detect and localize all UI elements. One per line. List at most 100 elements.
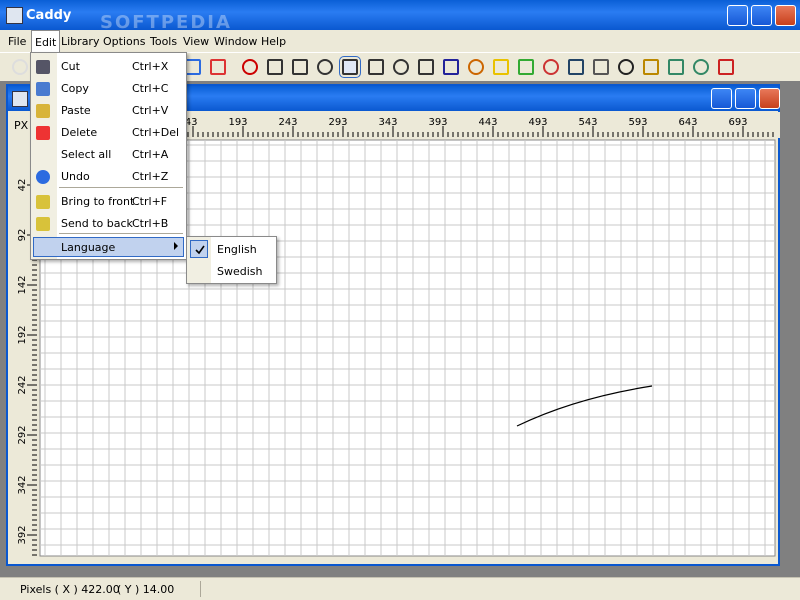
edit-menu: Cut Ctrl+X Copy Ctrl+C Paste Ctrl+V Delete Ctrl…	[30, 52, 187, 260]
menu-icon	[36, 104, 50, 118]
tool-button[interactable]	[443, 59, 459, 75]
submenu-arrow	[174, 242, 178, 250]
menu-icon	[36, 126, 50, 140]
tool-button[interactable]	[339, 56, 361, 78]
menu-icon	[36, 60, 50, 74]
status-bar: Pixels ( X ) 422.00 ( Y ) 14.00	[0, 577, 800, 600]
ruler-label: 192	[17, 325, 28, 344]
menu-shortcut: Ctrl+X	[132, 60, 169, 73]
menu-item[interactable]: Language	[61, 241, 116, 254]
menu-shortcut: Ctrl+A	[132, 148, 169, 161]
ruler-label: 42	[17, 179, 28, 192]
ruler-label: 343	[378, 117, 397, 128]
menu-0[interactable]: File	[8, 35, 27, 48]
title-bar: Caddy SOFTPEDIA	[0, 0, 800, 33]
menu-highlight	[33, 237, 184, 257]
menu-shortcut: Ctrl+B	[132, 217, 169, 230]
menu-item[interactable]: Bring to front	[61, 195, 135, 208]
ruler-label: 493	[528, 117, 547, 128]
ruler-label: 193	[228, 117, 247, 128]
menu-item[interactable]: Send to back	[61, 217, 133, 230]
ruler-label: 292	[17, 425, 28, 444]
tool-button[interactable]	[292, 59, 308, 75]
ruler-label: 242	[17, 375, 28, 394]
menu-2[interactable]: Library	[61, 35, 100, 48]
menu-item[interactable]: Delete	[61, 126, 98, 139]
ruler-label: 143	[178, 117, 197, 128]
tool-button[interactable]	[643, 59, 659, 75]
menu-item[interactable]: Paste	[61, 104, 91, 117]
ruler-label: 92	[17, 229, 28, 242]
watermark: SOFTPEDIA	[100, 12, 232, 33]
menu-shortcut: Ctrl+F	[132, 195, 168, 208]
menu-4[interactable]: Tools	[150, 35, 178, 48]
menu-icon	[36, 217, 50, 231]
tool-button[interactable]	[593, 59, 609, 75]
language-item[interactable]: English	[217, 243, 257, 256]
tool-button[interactable]	[242, 59, 258, 75]
language-item[interactable]: Swedish	[217, 265, 263, 278]
separator	[59, 233, 183, 234]
status-divider	[200, 581, 201, 597]
menu-1[interactable]: Edit	[31, 30, 61, 52]
ruler-label: 392	[17, 525, 28, 544]
ruler-label: 342	[17, 475, 28, 494]
menu-item[interactable]: Cut	[61, 60, 80, 73]
tool-button[interactable]	[543, 59, 559, 75]
tool-button[interactable]	[393, 59, 409, 75]
tool-button[interactable]	[317, 59, 333, 75]
menu-bar: File Edit Library Options Tools View Window Hel…	[0, 30, 800, 52]
tool-button[interactable]	[493, 59, 509, 75]
menu-shortcut: Ctrl+Z	[132, 170, 169, 183]
tool-button[interactable]	[468, 59, 484, 75]
menu-icon	[36, 82, 50, 96]
language-submenu: English Swedish	[186, 236, 277, 284]
menu-6[interactable]: Window	[214, 35, 258, 48]
menu-item[interactable]: Select all	[61, 148, 112, 161]
tool-button[interactable]	[668, 59, 684, 75]
tool-button[interactable]	[267, 59, 283, 75]
ruler-label: 543	[578, 117, 597, 128]
doc-maximize[interactable]	[735, 88, 756, 109]
menu-item[interactable]: Copy	[61, 82, 89, 95]
tool-button[interactable]	[12, 59, 28, 75]
ruler-label: 293	[328, 117, 347, 128]
doc-minimize[interactable]	[711, 88, 732, 109]
tool-button[interactable]	[418, 59, 434, 75]
doc-icon	[12, 91, 28, 107]
tool-button[interactable]	[618, 59, 634, 75]
ruler-label: 142	[17, 275, 28, 294]
ruler-label: 643	[678, 117, 697, 128]
tool-button[interactable]	[518, 59, 534, 75]
menu-shortcut: Ctrl+C	[132, 82, 169, 95]
menu-7[interactable]: Help	[261, 35, 287, 48]
menu-5[interactable]: View	[183, 35, 210, 48]
separator	[59, 187, 183, 188]
doc-close[interactable]	[759, 88, 780, 109]
maximize-button[interactable]	[751, 5, 772, 26]
ruler-label: 693	[728, 117, 747, 128]
check-path	[195, 245, 205, 255]
menu-shortcut: Ctrl+Del	[132, 126, 180, 139]
ruler-label: 443	[478, 117, 497, 128]
tool-button[interactable]	[718, 59, 734, 75]
menu-shortcut: Ctrl+V	[132, 104, 169, 117]
check-box	[190, 240, 208, 258]
window-title: Caddy	[26, 8, 72, 23]
minimize-button[interactable]	[727, 5, 748, 26]
app-icon	[6, 7, 23, 24]
menu-3[interactable]: Options	[103, 35, 146, 48]
close-button[interactable]	[775, 5, 796, 26]
tool-button[interactable]	[210, 59, 226, 75]
status-x: Pixels ( X ) 422.00	[20, 583, 120, 596]
check-mark	[195, 245, 205, 255]
tool-button[interactable]	[568, 59, 584, 75]
ruler-unit: PX	[14, 119, 29, 132]
ruler-label: 393	[428, 117, 447, 128]
menu-item[interactable]: Undo	[61, 170, 90, 183]
tool-button[interactable]	[368, 59, 384, 75]
tool-button[interactable]	[693, 59, 709, 75]
ruler-label: 243	[278, 117, 297, 128]
ruler-label: 593	[628, 117, 647, 128]
status-y: ( Y ) 14.00	[117, 583, 175, 596]
